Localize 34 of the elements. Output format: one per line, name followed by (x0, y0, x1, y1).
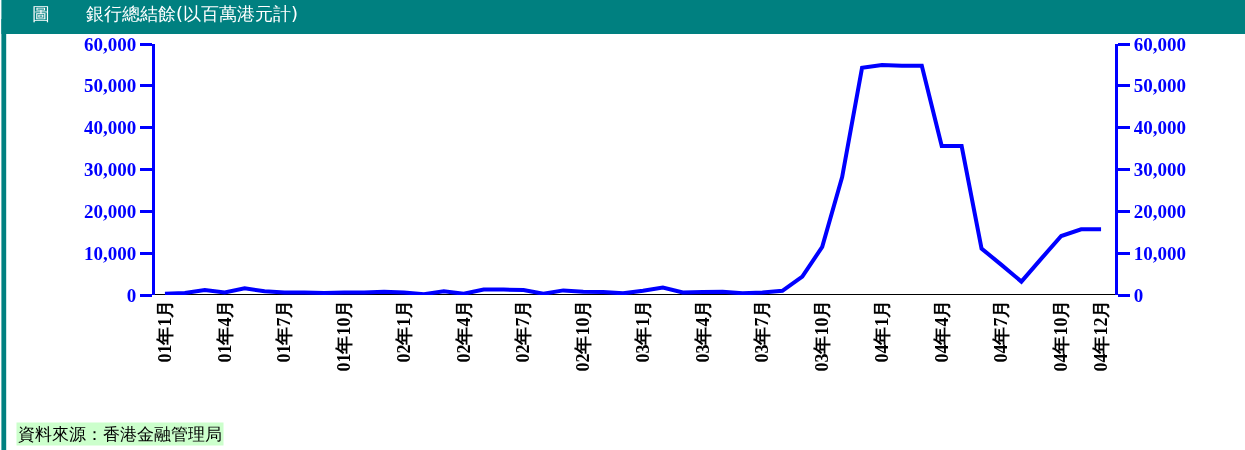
x-tick-label: 01年10月 (334, 299, 355, 372)
y2-tick-label: 0 (1133, 284, 1144, 306)
y-tick-label: 0 (126, 284, 137, 306)
line-series (162, 62, 1104, 295)
x-tick-label: 03年4月 (692, 299, 713, 363)
x-tick-label: 02年4月 (453, 299, 474, 363)
y-tick-label: 60,000 (83, 33, 137, 55)
x-tick-label: 04年10月 (1051, 299, 1072, 372)
y-tick-label: 40,000 (83, 117, 137, 139)
y-tick-label: 30,000 (83, 159, 137, 181)
y2-tick-label: 50,000 (1133, 75, 1187, 97)
y-tick-label: 10,000 (83, 242, 137, 264)
x-tick-label: 02年7月 (513, 299, 534, 363)
x-tick-label: 03年1月 (632, 299, 653, 363)
x-tick-label: 03年7月 (752, 299, 773, 363)
x-tick-label: 04年4月 (931, 299, 952, 363)
y2-tick-label: 60,000 (1133, 33, 1187, 55)
x-tick-label: 04年7月 (991, 299, 1012, 363)
chart-title: 圖 銀行總結餘(以百萬港元計) (32, 3, 299, 24)
x-tick-label: 02年1月 (393, 299, 414, 363)
x-tick-label: 02年10月 (573, 299, 594, 372)
x-tick-label: 03年10月 (812, 299, 833, 372)
x-tick-label: 04年12月 (1090, 299, 1111, 372)
y2-tick-label: 20,000 (1133, 200, 1187, 222)
y-tick-label: 20,000 (83, 200, 137, 222)
y2-tick-label: 30,000 (1133, 159, 1187, 181)
y-tick-label: 50,000 (83, 75, 137, 97)
x-tick-label: 01年7月 (274, 299, 295, 363)
source-note: 資料來源：香港金融管理局 (18, 424, 222, 444)
y2-tick-label: 10,000 (1133, 242, 1187, 264)
x-tick-label: 01年4月 (214, 299, 235, 363)
x-tick-label: 04年1月 (871, 299, 892, 363)
x-tick-label: 01年1月 (154, 299, 175, 363)
y2-tick-label: 40,000 (1133, 117, 1187, 139)
